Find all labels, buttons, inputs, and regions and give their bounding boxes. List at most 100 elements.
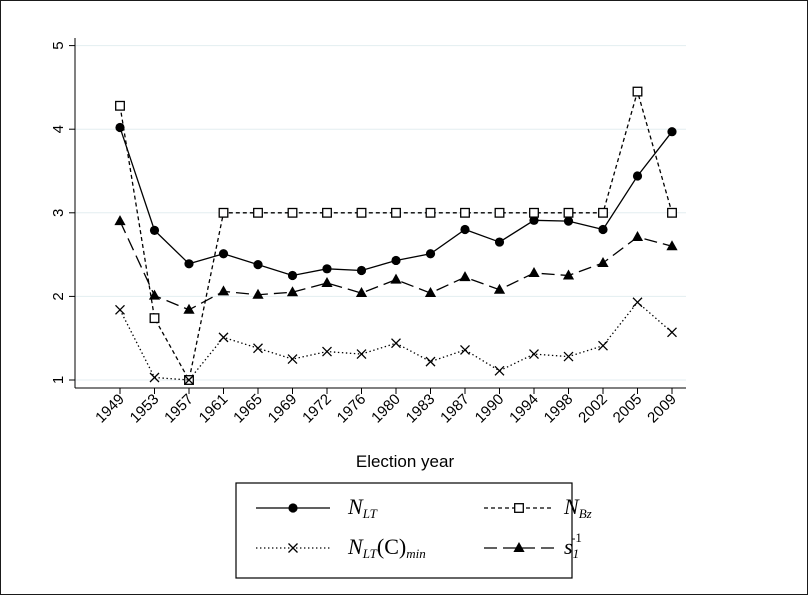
series-nlt-marker <box>460 224 470 235</box>
series-nbz <box>115 86 677 385</box>
series-nlt-marker <box>115 122 125 133</box>
series-nltc-marker <box>391 338 401 349</box>
x-tick-label: 1969 <box>265 391 301 427</box>
series-nbz-marker <box>563 207 574 218</box>
x-tick-label: 1976 <box>334 391 370 427</box>
legend-label: s1-1 <box>564 530 582 561</box>
series-nlt-marker <box>322 264 332 274</box>
series-nltc-marker <box>149 372 160 383</box>
legend-item-nbz: NBz <box>484 494 592 521</box>
series-nbz-marker <box>494 207 505 218</box>
x-tick-label: 1953 <box>127 391 163 427</box>
series-s1inv-marker <box>114 215 126 226</box>
series-nltc-marker <box>667 327 677 338</box>
legend-marker <box>288 503 298 513</box>
series-nltc-marker <box>253 343 263 354</box>
y-tick-label: 2 <box>50 292 67 300</box>
series-s1inv-marker <box>631 231 644 242</box>
series-layer <box>114 86 678 385</box>
y-tick-label: 3 <box>50 209 67 217</box>
series-nlt <box>115 122 677 281</box>
legend-box <box>235 482 573 579</box>
series-nlt-marker <box>632 171 643 181</box>
series-nbz-marker <box>115 100 125 111</box>
series-s1inv-marker <box>562 269 575 280</box>
series-nltc-marker <box>563 351 574 362</box>
gridlines <box>75 45 686 381</box>
series-nbz-line <box>119 89 673 382</box>
x-tick-label: 1987 <box>437 391 473 427</box>
series-nltc-marker <box>218 332 229 343</box>
x-tick-label: 1957 <box>161 391 197 427</box>
x-tick-label: 1998 <box>541 391 577 427</box>
x-tick-label: 1965 <box>230 391 266 427</box>
x-tick-label: 1983 <box>403 391 439 427</box>
series-nltc-marker <box>115 304 125 315</box>
series-nbz-marker <box>253 207 263 218</box>
series-nbz-marker <box>598 207 608 218</box>
x-tick-label: 2009 <box>644 391 680 427</box>
series-nltc-marker <box>322 346 332 357</box>
legend-marker <box>513 542 525 552</box>
legend-item-nltc: NLT(C)min <box>256 534 426 561</box>
series-s1inv-marker <box>252 288 264 299</box>
series-nlt-line <box>119 127 673 277</box>
legend-marker <box>514 503 524 513</box>
y-tick-label: 4 <box>50 125 67 133</box>
series-nbz-marker <box>218 207 229 218</box>
series-nbz-marker <box>667 207 677 218</box>
series-s1inv-marker <box>148 289 161 300</box>
series-nlt-marker <box>494 237 505 247</box>
x-axis-title: Election year <box>356 452 455 471</box>
series-s1inv-marker <box>666 240 678 251</box>
series-s1inv-marker <box>321 277 333 288</box>
series-nlt-marker <box>425 249 436 259</box>
series-nltc-marker <box>184 375 194 385</box>
series-nltc-marker <box>425 356 436 367</box>
series-nbz-marker <box>287 207 298 218</box>
series-nltc-marker <box>460 344 470 355</box>
series-s1inv-marker <box>355 287 368 298</box>
series-s1inv-marker <box>528 266 540 277</box>
x-tick-label: 1990 <box>472 391 508 427</box>
series-nlt-marker <box>149 225 160 235</box>
legend-marker <box>288 543 298 553</box>
series-nbz-marker <box>460 207 470 218</box>
series-nlt-marker <box>391 255 401 266</box>
series-s1inv-line <box>119 220 673 311</box>
series-s1inv-marker <box>597 256 609 267</box>
x-tick-label: 1972 <box>299 391 335 427</box>
series-nlt-marker <box>563 216 574 226</box>
legend: NLT NBz NLT(C)min s1-1 <box>235 482 592 579</box>
series-nltc <box>115 297 677 385</box>
series-nltc-marker <box>598 340 608 351</box>
series-nbz-marker <box>529 207 539 218</box>
series-s1inv <box>114 215 678 314</box>
series-nltc-marker <box>632 297 643 308</box>
series-nltc-marker <box>494 365 505 376</box>
series-s1inv-marker <box>183 303 195 314</box>
series-s1inv-marker <box>424 287 437 298</box>
series-nbz-marker <box>632 86 643 97</box>
x-ticks: 1949195319571961196519691972197619801983… <box>92 388 680 426</box>
x-tick-label: 1949 <box>92 391 128 427</box>
series-nlt-marker <box>598 224 608 235</box>
series-s1inv-marker <box>459 271 471 282</box>
series-nlt-marker <box>356 265 367 276</box>
x-tick-label: 2005 <box>610 391 646 427</box>
series-nlt-marker <box>287 270 298 281</box>
series-s1inv-marker <box>390 273 402 284</box>
series-nbz-marker <box>391 207 401 218</box>
legend-label: NLT(C)min <box>347 534 426 561</box>
series-nbz-marker <box>425 207 436 218</box>
series-s1inv-marker <box>217 285 230 296</box>
series-nltc-marker <box>529 349 539 360</box>
series-nltc-line <box>119 301 673 381</box>
y-tick-label: 5 <box>50 41 67 49</box>
y-tick-label: 1 <box>50 376 67 384</box>
series-nbz-marker <box>356 207 367 218</box>
series-nbz-marker <box>149 313 160 324</box>
series-nltc-marker <box>356 349 367 360</box>
series-nlt-marker <box>218 249 229 259</box>
